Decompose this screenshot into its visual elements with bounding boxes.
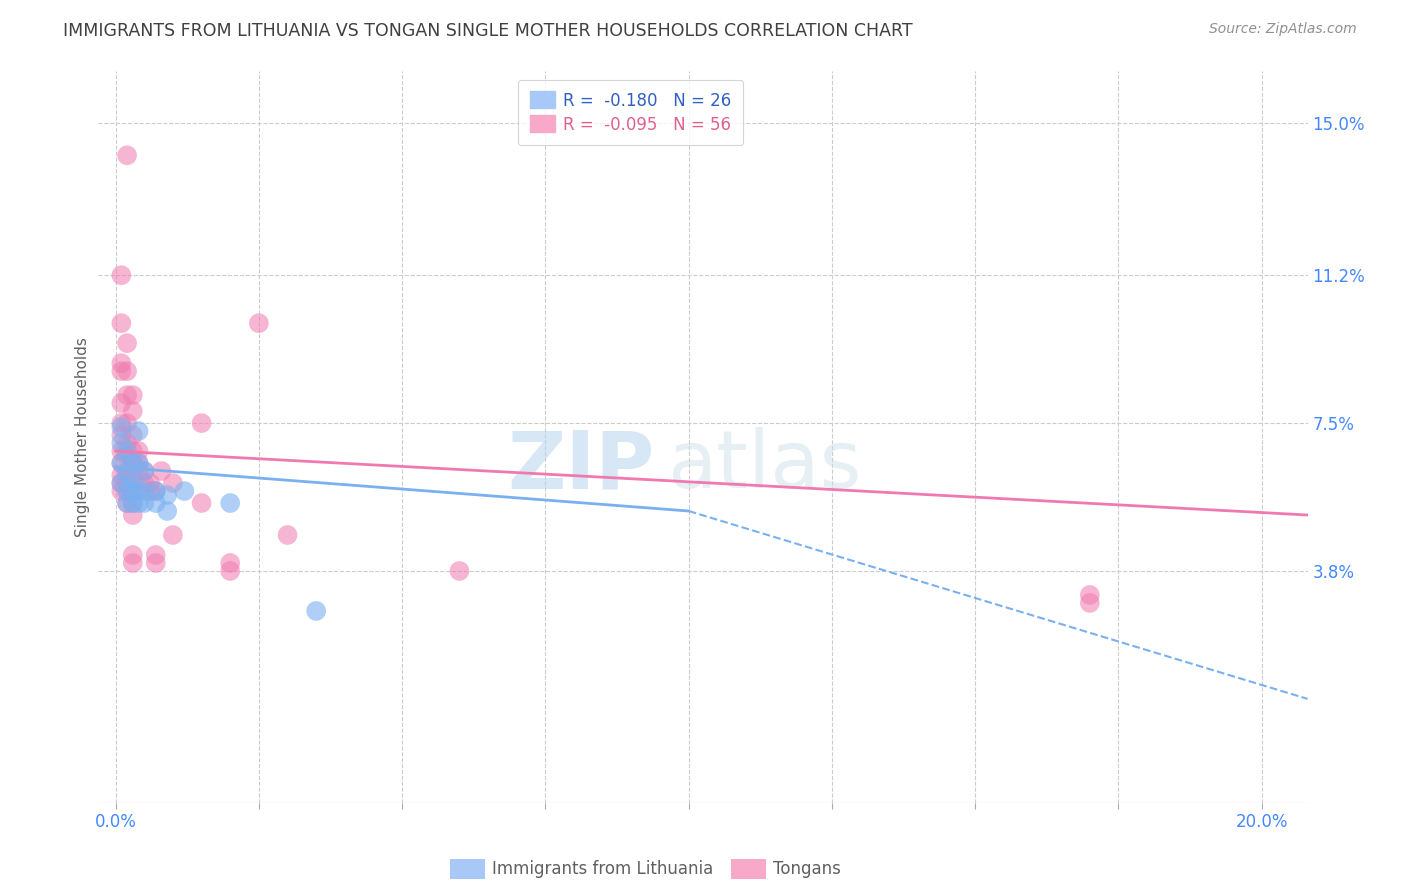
Point: [162, 476, 184, 491]
Point: [150, 464, 173, 478]
Point: [128, 424, 150, 438]
Point: [247, 316, 270, 330]
Point: [305, 604, 328, 618]
Point: [121, 388, 143, 402]
Point: [449, 564, 471, 578]
Text: atlas: atlas: [666, 427, 860, 506]
Point: [1078, 596, 1101, 610]
Text: IMMIGRANTS FROM LITHUANIA VS TONGAN SINGLE MOTHER HOUSEHOLDS CORRELATION CHART: IMMIGRANTS FROM LITHUANIA VS TONGAN SING…: [63, 22, 912, 40]
Point: [190, 416, 212, 430]
Point: [128, 483, 150, 498]
Point: [134, 483, 156, 498]
Point: [115, 416, 138, 430]
Point: [110, 483, 132, 498]
Text: ZIP: ZIP: [508, 427, 655, 506]
Point: [110, 476, 132, 491]
Point: [110, 468, 132, 483]
Point: [128, 456, 150, 470]
Point: [277, 528, 299, 542]
Point: [219, 496, 242, 510]
Point: [110, 456, 132, 470]
Point: [121, 404, 143, 418]
Point: [110, 356, 132, 370]
Text: Source: ZipAtlas.com: Source: ZipAtlas.com: [1209, 22, 1357, 37]
Point: [115, 468, 138, 483]
Point: [115, 483, 138, 498]
Point: [115, 448, 138, 462]
Point: [115, 476, 138, 491]
Point: [190, 496, 212, 510]
Point: [115, 148, 138, 162]
Point: [139, 483, 162, 498]
Point: [110, 420, 132, 434]
Point: [121, 444, 143, 458]
Point: [110, 416, 132, 430]
Point: [121, 508, 143, 522]
Point: [115, 496, 138, 510]
Point: [145, 483, 167, 498]
Point: [110, 456, 132, 470]
Point: [145, 483, 167, 498]
Point: [145, 548, 167, 562]
Point: [128, 456, 150, 470]
Point: [219, 556, 242, 570]
Point: [110, 444, 132, 458]
Point: [128, 444, 150, 458]
Point: [121, 428, 143, 442]
Point: [128, 464, 150, 478]
Point: [134, 464, 156, 478]
Point: [121, 496, 143, 510]
Point: [121, 476, 143, 491]
Point: [110, 436, 132, 450]
Point: [156, 488, 179, 502]
Point: [115, 444, 138, 458]
Point: [110, 268, 132, 283]
Point: [121, 483, 143, 498]
Point: [121, 556, 143, 570]
Point: [110, 476, 132, 491]
Point: [134, 464, 156, 478]
Point: [110, 364, 132, 378]
Point: [110, 428, 132, 442]
Point: [134, 476, 156, 491]
Y-axis label: Single Mother Households: Single Mother Households: [75, 337, 90, 537]
Point: [115, 464, 138, 478]
Point: [110, 316, 132, 330]
Text: Immigrants from Lithuania: Immigrants from Lithuania: [492, 860, 713, 878]
Point: [115, 364, 138, 378]
Point: [162, 528, 184, 542]
Point: [110, 396, 132, 410]
Point: [173, 483, 195, 498]
Point: [121, 468, 143, 483]
Point: [115, 388, 138, 402]
Point: [145, 556, 167, 570]
Point: [134, 496, 156, 510]
Point: [121, 456, 143, 470]
Point: [156, 504, 179, 518]
Point: [115, 496, 138, 510]
Point: [121, 548, 143, 562]
Point: [1078, 588, 1101, 602]
Point: [145, 496, 167, 510]
Point: [139, 476, 162, 491]
Legend: R =  -0.180   N = 26, R =  -0.095   N = 56: R = -0.180 N = 26, R = -0.095 N = 56: [517, 79, 742, 145]
Point: [115, 436, 138, 450]
Text: Tongans: Tongans: [773, 860, 841, 878]
Point: [128, 496, 150, 510]
Point: [219, 564, 242, 578]
Point: [121, 483, 143, 498]
Point: [115, 483, 138, 498]
Point: [121, 456, 143, 470]
Point: [121, 496, 143, 510]
Point: [115, 336, 138, 351]
